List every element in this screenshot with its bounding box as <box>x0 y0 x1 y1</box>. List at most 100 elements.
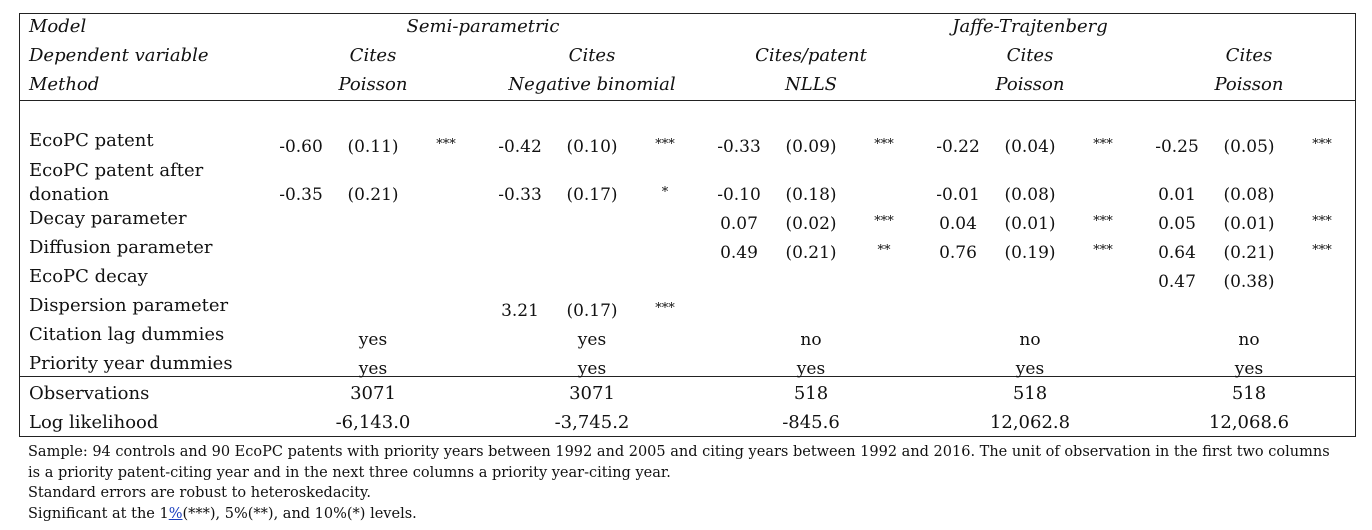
dummy-indicator: yes <box>1015 359 1045 379</box>
coefficient: 0.76 <box>939 243 977 263</box>
regression-table: Model Dependent variable Method Semi-par… <box>19 13 1356 437</box>
log-likelihood-value: 12,062.8 <box>989 412 1071 433</box>
note-significance-link[interactable]: % <box>168 505 183 522</box>
std-error: (0.11) <box>347 137 399 157</box>
dummy-indicator: yes <box>796 359 826 379</box>
dummy-indicator: yes <box>358 330 388 350</box>
std-error: (0.17) <box>566 185 618 205</box>
significance: *** <box>1312 214 1332 229</box>
std-error: (0.21) <box>785 243 837 263</box>
dummy-indicator: no <box>800 330 822 350</box>
col1-dependent: Cites <box>349 45 397 66</box>
header-divider <box>20 100 1355 101</box>
observations-value: 3071 <box>350 383 396 404</box>
significance: *** <box>1093 137 1113 152</box>
stats-divider <box>20 376 1355 377</box>
col4-method: Poisson <box>995 74 1065 95</box>
coefficient: 0.47 <box>1158 272 1196 292</box>
row-label-ecopc-decay: EcoPC decay <box>29 266 148 287</box>
col1-method: Poisson <box>338 74 408 95</box>
coefficient: 0.05 <box>1158 214 1196 234</box>
significance: *** <box>655 137 675 152</box>
std-error: (0.17) <box>566 301 618 321</box>
std-error: (0.38) <box>1223 272 1275 292</box>
col3-dependent: Cites/patent <box>755 45 867 66</box>
std-error: (0.08) <box>1223 185 1275 205</box>
std-error: (0.18) <box>785 185 837 205</box>
significance: *** <box>1312 243 1332 258</box>
std-error: (0.09) <box>785 137 837 157</box>
coefficient: -0.42 <box>498 137 542 157</box>
row-label-ecopc-patent: EcoPC patent <box>29 130 154 151</box>
significance: *** <box>655 301 675 316</box>
dummy-indicator: yes <box>358 359 388 379</box>
significance: *** <box>1093 243 1113 258</box>
row-label-citation-lag: Citation lag dummies <box>29 324 225 345</box>
note-sample-line2: is a priority patent-citing year and in … <box>28 464 671 481</box>
coefficient: -0.33 <box>498 185 542 205</box>
coefficient: 0.01 <box>1158 185 1196 205</box>
coefficient: 3.21 <box>501 301 539 321</box>
significance: *** <box>874 137 894 152</box>
group-semi-parametric: Semi-parametric <box>406 16 560 37</box>
dummy-indicator: no <box>1019 330 1041 350</box>
row-label-decay: Decay parameter <box>29 208 187 229</box>
significance: *** <box>436 137 456 152</box>
row-label-diffusion: Diffusion parameter <box>29 237 213 258</box>
col2-method: Negative binomial <box>508 74 676 95</box>
std-error: (0.10) <box>566 137 618 157</box>
std-error: (0.04) <box>1004 137 1056 157</box>
group-jaffe-trajtenberg: Jaffe-Trajtenberg <box>952 16 1108 37</box>
note-sample-line1: Sample: 94 controls and 90 EcoPC patents… <box>28 444 1330 460</box>
coefficient: -0.33 <box>717 137 761 157</box>
method-label: Method <box>29 74 100 95</box>
dummy-indicator: yes <box>1234 359 1264 379</box>
significance: * <box>661 185 669 200</box>
note-significance-prefix: Significant at the 1 <box>28 505 169 522</box>
std-error: (0.08) <box>1004 185 1056 205</box>
significance: *** <box>1093 214 1113 229</box>
coefficient: -0.10 <box>717 185 761 205</box>
log-likelihood-value: -6,143.0 <box>335 412 411 433</box>
coefficient: -0.25 <box>1155 137 1199 157</box>
coefficient: 0.04 <box>939 214 977 234</box>
coefficient: 0.07 <box>720 214 758 234</box>
dummy-indicator: yes <box>577 359 607 379</box>
dummy-indicator: yes <box>577 330 607 350</box>
coefficient: -0.01 <box>936 185 980 205</box>
col2-dependent: Cites <box>568 45 616 66</box>
significance: *** <box>1312 137 1332 152</box>
observations-value: 518 <box>793 383 829 404</box>
col3-method: NLLS <box>785 74 837 95</box>
std-error: (0.19) <box>1004 243 1056 263</box>
table-notes: Sample: 94 controls and 90 EcoPC patents… <box>28 442 1330 524</box>
std-error: (0.02) <box>785 214 837 234</box>
std-error: (0.21) <box>1223 243 1275 263</box>
note-significance-suffix: (***), 5%(**), and 10%(*) levels. <box>182 505 417 522</box>
observations-value: 518 <box>1231 383 1267 404</box>
model-label: Model <box>29 16 87 37</box>
row-label-observations: Observations <box>29 383 150 404</box>
dummy-indicator: no <box>1238 330 1260 350</box>
coefficient: -0.22 <box>936 137 980 157</box>
log-likelihood-value: -845.6 <box>782 412 840 433</box>
row-label-donation: donation <box>29 184 110 205</box>
observations-value: 518 <box>1012 383 1048 404</box>
log-likelihood-value: -3,745.2 <box>554 412 630 433</box>
note-significance: Significant at the 1%(***), 5%(**), and … <box>28 504 1330 525</box>
row-label-ecopc-after: EcoPC patent after <box>29 160 204 181</box>
col4-dependent: Cites <box>1006 45 1054 66</box>
row-label-priority-year: Priority year dummies <box>29 353 233 374</box>
significance: ** <box>877 243 891 258</box>
coefficient: -0.35 <box>279 185 323 205</box>
coefficient: 0.64 <box>1158 243 1196 263</box>
log-likelihood-value: 12,068.6 <box>1208 412 1290 433</box>
note-standard-errors: Standard errors are robust to heterosked… <box>28 485 371 501</box>
row-label-log-likelihood: Log likelihood <box>29 412 159 433</box>
std-error: (0.01) <box>1004 214 1056 234</box>
coefficient: -0.60 <box>279 137 323 157</box>
row-label-dispersion: Dispersion parameter <box>29 295 229 316</box>
std-error: (0.05) <box>1223 137 1275 157</box>
std-error: (0.01) <box>1223 214 1275 234</box>
col5-method: Poisson <box>1214 74 1284 95</box>
